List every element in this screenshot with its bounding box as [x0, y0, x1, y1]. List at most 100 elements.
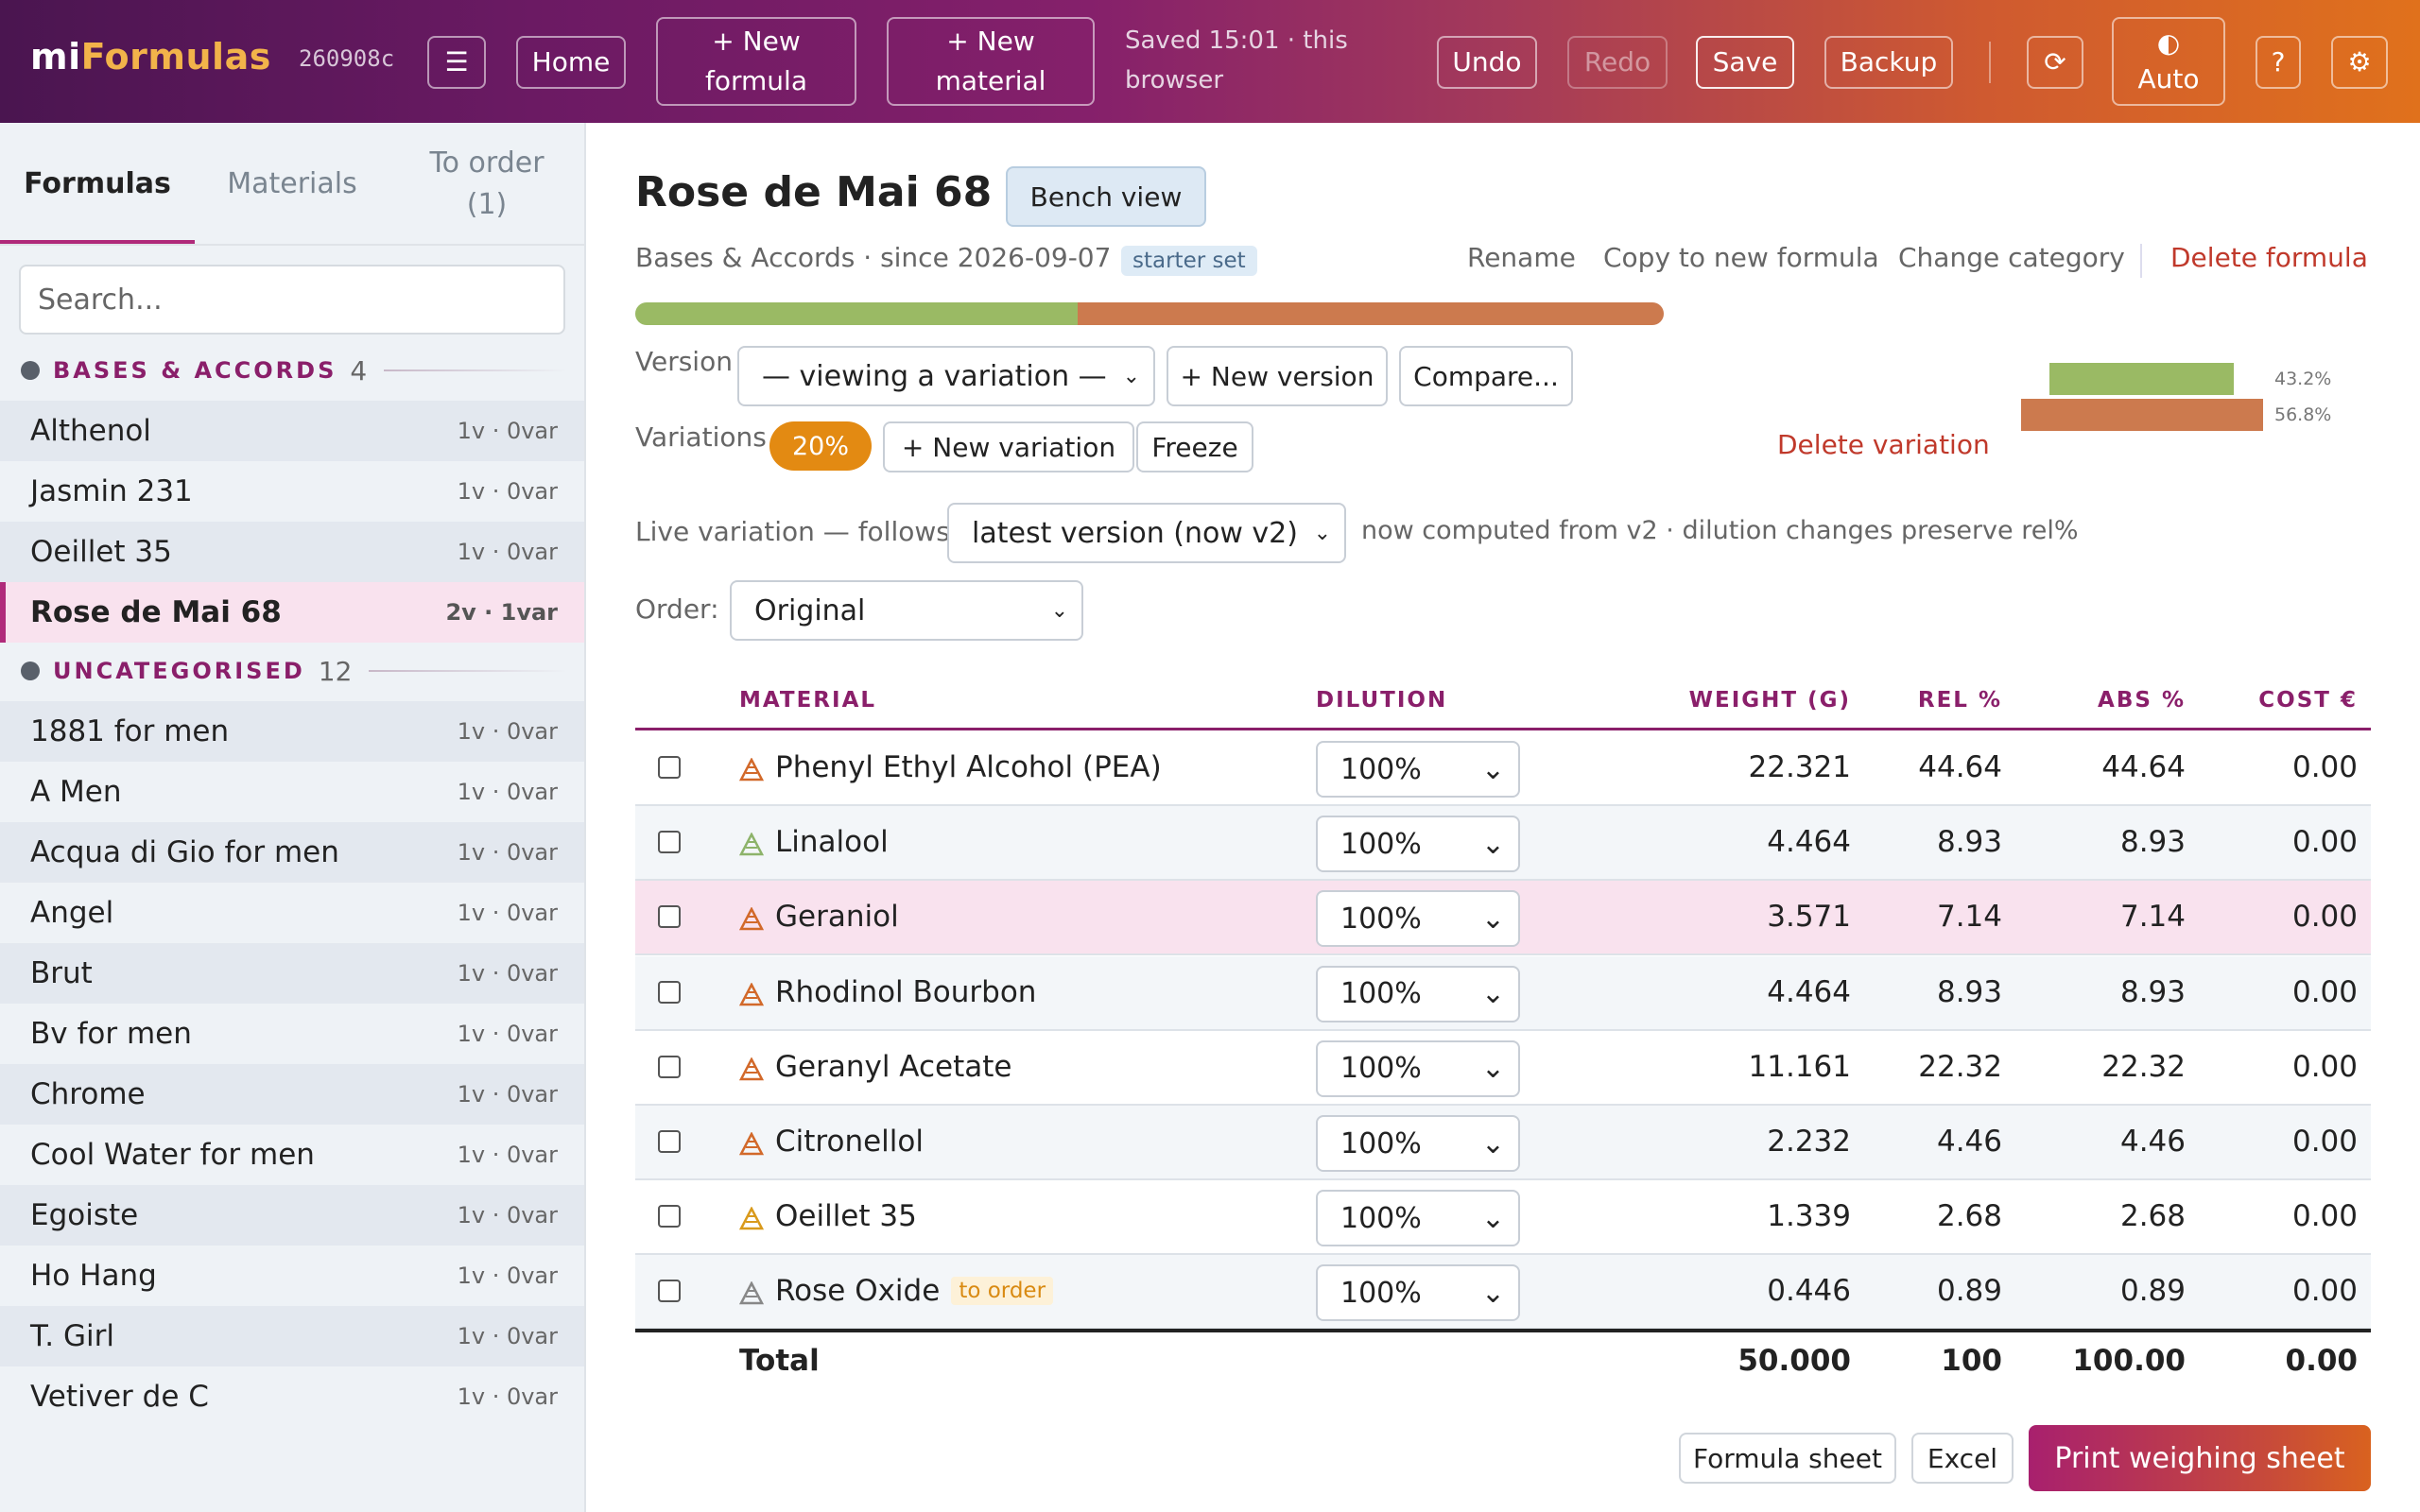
sidebar-formula-item[interactable]: Oeillet 35 1v · 0var [0, 522, 584, 582]
undo-button[interactable]: Undo [1437, 36, 1537, 89]
rename-link[interactable]: Rename [1467, 242, 1576, 273]
table-row[interactable]: Geranyl Acetate 100% ⌄ 11.161 22.32 22.32 0.00 [635, 1031, 2371, 1106]
col-header-weight[interactable]: WEIGHT (G) [1688, 688, 1851, 713]
live-variation-select[interactable]: latest version (now v2) ⌄ [947, 503, 1346, 563]
table-row[interactable]: Linalool 100% ⌄ 4.464 8.93 8.93 0.00 [635, 806, 2371, 882]
change-category-link[interactable]: Change category [1898, 242, 2125, 273]
weight-cell[interactable]: 11.161 [1748, 1049, 1851, 1084]
backup-button[interactable]: Backup [1824, 36, 1953, 89]
compare-button[interactable]: Compare... [1399, 346, 1573, 406]
col-header-dilution[interactable]: DILUTION [1316, 688, 1448, 713]
formula-sheet-button[interactable]: Formula sheet [1679, 1433, 1896, 1484]
refresh-icon[interactable]: ⟳ [2027, 36, 2083, 89]
copy-formula-link[interactable]: Copy to new formula [1603, 242, 1879, 273]
sidebar-formula-item[interactable]: Rose de Mai 68 2v · 1var [0, 582, 584, 643]
row-checkbox[interactable] [658, 905, 681, 929]
dilution-select[interactable]: 100% ⌄ [1316, 965, 1520, 1022]
search-input[interactable] [19, 265, 565, 335]
col-header-abs[interactable]: ABS % [2098, 688, 2186, 713]
delete-formula-link[interactable]: Delete formula [2170, 242, 2368, 273]
col-header-rel[interactable]: REL % [1917, 688, 2002, 713]
sidebar-formula-item[interactable]: Cool Water for men 1v · 0var [0, 1125, 584, 1185]
sidebar-formula-item[interactable]: Chrome 1v · 0var [0, 1064, 584, 1125]
sidebar-formula-item[interactable]: Acqua di Gio for men 1v · 0var [0, 822, 584, 883]
category-header[interactable]: UNCATEGORISED 12 [21, 652, 567, 690]
new-variation-button[interactable]: + New variation [883, 421, 1134, 472]
weight-cell[interactable]: 3.571 [1767, 900, 1851, 935]
material-name[interactable]: Linalool [775, 825, 889, 860]
order-select[interactable]: Original ⌄ [730, 580, 1083, 641]
row-checkbox[interactable] [658, 1205, 681, 1228]
material-name[interactable]: Rose Oxide to order [775, 1274, 1054, 1308]
table-row[interactable]: Oeillet 35 100% ⌄ 1.339 2.68 2.68 0.00 [635, 1180, 2371, 1256]
table-row[interactable]: Citronellol 100% ⌄ 2.232 4.46 4.46 0.00 [635, 1106, 2371, 1180]
table-row[interactable]: Geraniol 100% ⌄ 3.571 7.14 7.14 0.00 [635, 881, 2371, 956]
material-name[interactable]: Geraniol [775, 900, 899, 935]
material-name[interactable]: Oeillet 35 [775, 1199, 917, 1234]
row-checkbox[interactable] [658, 831, 681, 854]
tab-formulas[interactable]: Formulas [24, 167, 171, 200]
weight-cell[interactable]: 22.321 [1748, 750, 1851, 784]
tab-materials[interactable]: Materials [227, 167, 357, 200]
material-name[interactable]: Rhodinol Bourbon [775, 974, 1037, 1009]
print-weighing-sheet-button[interactable]: Print weighing sheet [2029, 1425, 2371, 1491]
sidebar-formula-item[interactable]: Angel 1v · 0var [0, 883, 584, 943]
help-button[interactable]: ? [2256, 36, 2301, 89]
new-material-button[interactable]: + New material [887, 17, 1095, 106]
dilution-select[interactable]: 100% ⌄ [1316, 890, 1520, 948]
sidebar-formula-item[interactable]: Jasmin 231 1v · 0var [0, 461, 584, 522]
table-row[interactable]: Rose Oxide to order 100% ⌄ 0.446 0.89 0.89 0.00 [635, 1255, 2371, 1331]
category-header[interactable]: BASES & ACCORDS 4 [21, 352, 567, 389]
weight-cell[interactable]: 0.446 [1767, 1274, 1851, 1309]
dilution-select[interactable]: 100% ⌄ [1316, 1264, 1520, 1322]
sidebar-formula-item[interactable]: Brut 1v · 0var [0, 943, 584, 1004]
table-row[interactable]: Phenyl Ethyl Alcohol (PEA) 100% ⌄ 22.321 44.… [635, 731, 2371, 806]
table-row[interactable]: Rhodinol Bourbon 100% ⌄ 4.464 8.93 8.93 0.00 [635, 955, 2371, 1031]
chevron-down-icon: ⌄ [1480, 1052, 1505, 1086]
delete-variation-link[interactable]: Delete variation [1777, 429, 1990, 460]
row-checkbox[interactable] [658, 980, 681, 1004]
dilution-select[interactable]: 100% ⌄ [1316, 816, 1520, 873]
dilution-select[interactable]: 100% ⌄ [1316, 1190, 1520, 1247]
menu-icon[interactable]: ☰ [427, 36, 486, 89]
sidebar-formula-item[interactable]: Ho Hang 1v · 0var [0, 1246, 584, 1306]
col-header-material[interactable]: MATERIAL [739, 688, 877, 713]
weight-cell[interactable]: 2.232 [1767, 1125, 1851, 1159]
cost-cell: 0.00 [2291, 750, 2358, 784]
version-select[interactable]: — viewing a variation — ⌄ [737, 346, 1155, 406]
theme-toggle-button[interactable]: ◐ Auto [2112, 17, 2225, 106]
sidebar-formula-item[interactable]: T. Girl 1v · 0var [0, 1306, 584, 1366]
row-checkbox[interactable] [658, 1130, 681, 1153]
col-header-cost[interactable]: COST € [2258, 688, 2358, 713]
save-button[interactable]: Save [1696, 36, 1794, 89]
excel-button[interactable]: Excel [1911, 1433, 2014, 1484]
settings-icon[interactable]: ⚙ [2331, 36, 2388, 89]
variation-pill-20[interactable]: 20% [769, 421, 872, 471]
app-logo[interactable]: miFormulas [30, 36, 271, 77]
material-name[interactable]: Citronellol [775, 1125, 924, 1159]
row-checkbox[interactable] [658, 1280, 681, 1303]
sidebar-formula-item[interactable]: Vetiver de C 1v · 0var [0, 1366, 584, 1427]
freeze-button[interactable]: Freeze [1136, 421, 1253, 472]
sidebar-formula-item[interactable]: Egoiste 1v · 0var [0, 1185, 584, 1246]
dilution-select[interactable]: 100% ⌄ [1316, 1040, 1520, 1097]
sidebar-formula-item[interactable]: 1881 for men 1v · 0var [0, 701, 584, 762]
sidebar-formula-item[interactable]: Bv for men 1v · 0var [0, 1004, 584, 1064]
new-formula-button[interactable]: + New formula [656, 17, 856, 106]
material-name[interactable]: Geranyl Acetate [775, 1049, 1012, 1084]
sidebar-formula-item[interactable]: A Men 1v · 0var [0, 762, 584, 822]
weight-cell[interactable]: 4.464 [1767, 974, 1851, 1009]
weight-cell[interactable]: 1.339 [1767, 1199, 1851, 1234]
bench-view-button[interactable]: Bench view [1006, 166, 1206, 227]
dilution-select[interactable]: 100% ⌄ [1316, 741, 1520, 798]
material-name[interactable]: Phenyl Ethyl Alcohol (PEA) [775, 750, 1162, 784]
home-button[interactable]: Home [516, 36, 626, 89]
sidebar-formula-item[interactable]: Althenol 1v · 0var [0, 401, 584, 461]
dilution-select[interactable]: 100% ⌄ [1316, 1115, 1520, 1172]
weight-cell[interactable]: 4.464 [1767, 825, 1851, 860]
new-version-button[interactable]: + New version [1167, 346, 1388, 406]
row-checkbox[interactable] [658, 756, 681, 779]
tab-to-order[interactable]: To order (1) [429, 146, 544, 221]
row-checkbox[interactable] [658, 1055, 681, 1078]
redo-button[interactable]: Redo [1567, 36, 1668, 89]
